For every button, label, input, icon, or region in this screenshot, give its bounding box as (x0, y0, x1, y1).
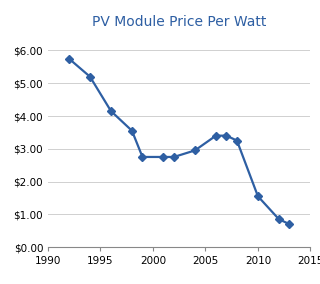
Title: PV Module Price Per Watt: PV Module Price Per Watt (92, 15, 266, 29)
